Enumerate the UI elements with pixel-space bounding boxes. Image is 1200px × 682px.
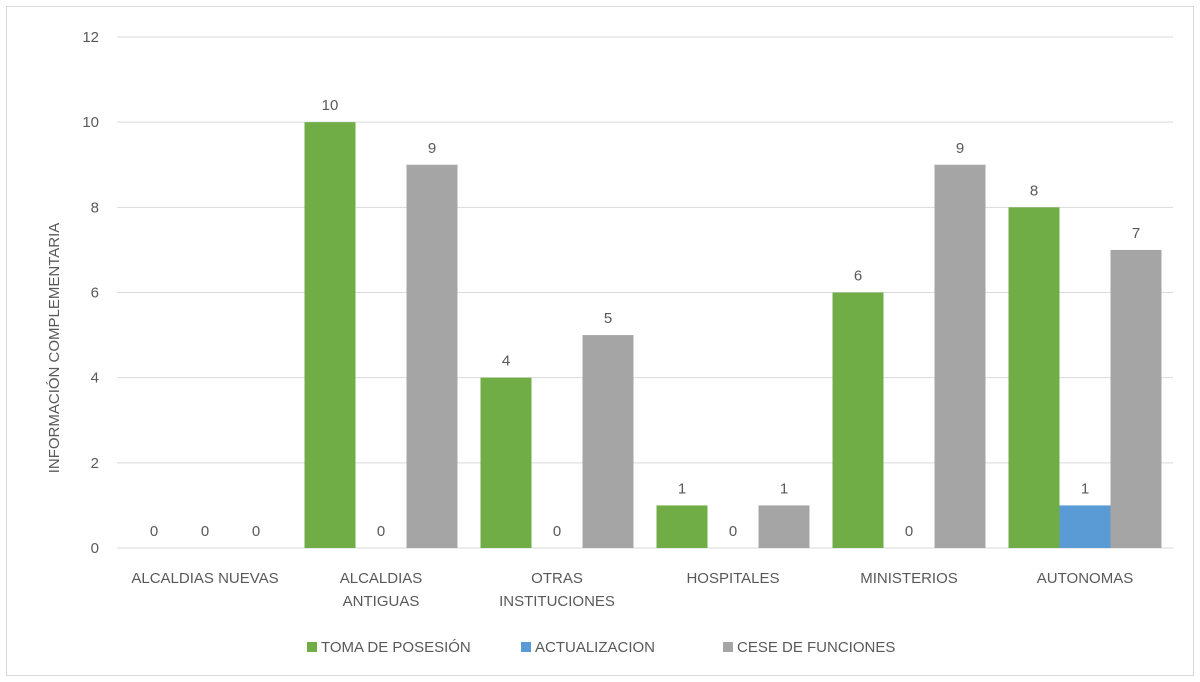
x-category-label: AUTONOMAS bbox=[1037, 570, 1133, 587]
y-tick-label: 10 bbox=[82, 114, 99, 131]
data-label: 8 bbox=[1030, 182, 1038, 199]
legend-swatch bbox=[521, 642, 531, 652]
data-label: 1 bbox=[1081, 480, 1089, 497]
x-category-label: ALCALDIAS NUEVAS bbox=[131, 570, 278, 587]
data-label: 9 bbox=[428, 140, 436, 157]
data-label: 7 bbox=[1132, 225, 1140, 242]
y-tick-label: 2 bbox=[91, 455, 99, 472]
data-label: 0 bbox=[377, 523, 385, 540]
x-category-label: HOSPITALES bbox=[686, 570, 779, 587]
data-label: 6 bbox=[854, 268, 862, 285]
bar-2-3 bbox=[758, 505, 810, 548]
y-axis-ticks: 0 2 4 6 8 10 12 bbox=[82, 29, 99, 557]
y-tick-label: 8 bbox=[91, 199, 99, 216]
legend-label: CESE DE FUNCIONES bbox=[737, 639, 895, 656]
x-category-label: ALCALDIAS bbox=[340, 570, 423, 587]
bar-0-2 bbox=[480, 377, 532, 548]
bar-0-5 bbox=[1008, 207, 1060, 549]
x-category-label: INSTITUCIONES bbox=[499, 593, 615, 610]
data-label: 1 bbox=[678, 480, 686, 497]
bar-2-4 bbox=[934, 164, 986, 548]
x-axis-categories: ALCALDIAS NUEVAS ALCALDIAS ANTIGUAS OTRAS IN… bbox=[131, 570, 1133, 610]
gridlines bbox=[117, 36, 1173, 549]
data-label: 9 bbox=[956, 140, 964, 157]
data-label: 5 bbox=[604, 310, 612, 327]
y-axis-title: INFORMACIÓN COMPLEMENTARIA bbox=[46, 223, 63, 474]
legend-swatch bbox=[307, 642, 317, 652]
data-label: 0 bbox=[553, 523, 561, 540]
legend-swatch bbox=[723, 642, 733, 652]
data-label: 10 bbox=[322, 97, 339, 114]
data-label: 4 bbox=[502, 353, 510, 370]
bar-0-1 bbox=[304, 122, 356, 549]
y-tick-label: 6 bbox=[91, 285, 99, 302]
data-label: 0 bbox=[150, 523, 158, 540]
x-category-label: MINISTERIOS bbox=[860, 570, 958, 587]
data-label: 1 bbox=[780, 480, 788, 497]
chart-frame: 0 10 4 1 6 8 0 0 0 0 0 1 0 9 5 1 9 7 0 2 4 6 8 10 12 ALCALDIAS … bbox=[6, 6, 1194, 676]
data-label: 0 bbox=[729, 523, 737, 540]
legend-label: ACTUALIZACION bbox=[535, 639, 655, 656]
bar-2-2 bbox=[582, 335, 634, 548]
bar-2-1 bbox=[406, 164, 458, 548]
data-label: 0 bbox=[252, 523, 260, 540]
bar-2-5 bbox=[1110, 249, 1162, 548]
bar-1-5 bbox=[1059, 505, 1111, 548]
y-tick-label: 12 bbox=[82, 29, 99, 46]
legend-label: TOMA DE POSESIÓN bbox=[321, 639, 471, 656]
y-tick-label: 4 bbox=[91, 370, 99, 387]
data-label: 0 bbox=[905, 523, 913, 540]
x-category-label: OTRAS bbox=[531, 570, 583, 587]
bar-0-3 bbox=[656, 505, 708, 548]
x-category-label: ANTIGUAS bbox=[343, 593, 420, 610]
bar-0-4 bbox=[832, 292, 884, 548]
y-tick-label: 0 bbox=[91, 540, 99, 557]
legend: TOMA DE POSESIÓN ACTUALIZACION CESE DE FUN… bbox=[307, 639, 895, 656]
bars bbox=[304, 122, 1162, 549]
data-label: 0 bbox=[201, 523, 209, 540]
